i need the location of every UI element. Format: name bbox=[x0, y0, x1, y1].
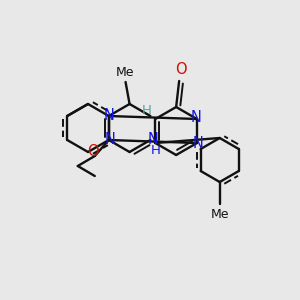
Text: N: N bbox=[190, 110, 201, 125]
Text: O: O bbox=[175, 61, 187, 76]
Text: N: N bbox=[147, 132, 158, 147]
Text: N: N bbox=[104, 133, 115, 148]
Text: H: H bbox=[151, 144, 161, 157]
Text: N: N bbox=[103, 109, 114, 124]
Text: H: H bbox=[142, 104, 152, 117]
Text: Me: Me bbox=[211, 208, 229, 220]
Text: Me: Me bbox=[115, 65, 134, 79]
Text: O: O bbox=[87, 145, 99, 160]
Text: N: N bbox=[193, 136, 203, 151]
